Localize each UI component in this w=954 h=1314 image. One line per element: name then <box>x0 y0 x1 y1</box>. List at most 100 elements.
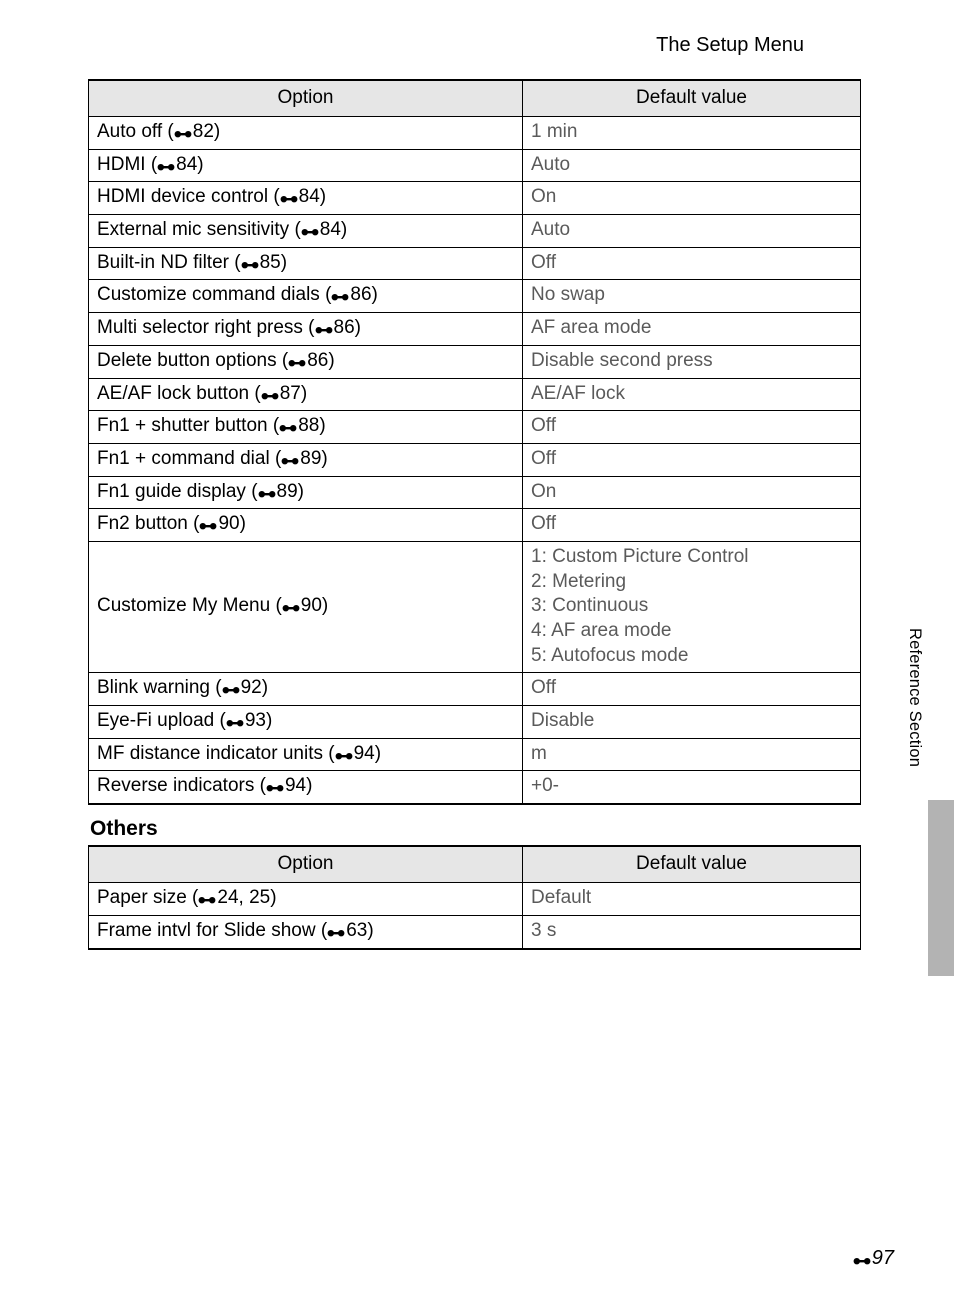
reference-icon <box>157 163 175 172</box>
option-cell: Fn1 guide display (89) <box>89 476 523 509</box>
table-row: Reverse indicators (94)+0- <box>89 771 861 804</box>
table-row: External mic sensitivity ( 84) Auto <box>89 215 861 248</box>
default-value-cell: Auto <box>523 215 861 248</box>
reference-icon <box>315 326 333 335</box>
default-value-cell: Default <box>523 883 861 916</box>
default-value-cell: Off <box>523 673 861 706</box>
default-value-cell: 1: Custom Picture Control 2: Metering 3:… <box>523 541 861 672</box>
col-header-option: Option <box>89 80 523 117</box>
option-cell: Delete button options (86) <box>89 345 523 378</box>
default-value-cell: Off <box>523 411 861 444</box>
option-label: Frame intvl for Slide show ( <box>97 920 327 941</box>
default-value-cell: Auto <box>523 149 861 182</box>
option-cell: MF distance indicator units ( 94) <box>89 738 523 771</box>
option-cell: Blink warning ( 92) <box>89 673 523 706</box>
table-row: Auto off ( 82) 1 min <box>89 117 861 150</box>
option-cell: Reverse indicators (94) <box>89 771 523 804</box>
table-row: Delete button options (86)Disable second… <box>89 345 861 378</box>
option-ref: 92) <box>241 677 268 698</box>
option-ref: 85) <box>260 252 287 273</box>
side-label-reference-section: Reference Section <box>902 628 924 808</box>
table-row: MF distance indicator units ( 94) m <box>89 738 861 771</box>
option-ref: 89) <box>277 481 304 502</box>
option-ref: 94) <box>354 743 381 764</box>
default-value-cell: m <box>523 738 861 771</box>
option-ref: 93) <box>245 710 272 731</box>
reference-icon <box>226 719 244 728</box>
others-defaults-table: Option Default value Paper size (24, 25)… <box>88 845 861 949</box>
side-thumb-tab <box>928 800 954 976</box>
reference-icon <box>279 424 297 433</box>
table-row: Multi selector right press (86)AF area m… <box>89 313 861 346</box>
option-label: Built-in ND filter ( <box>97 252 241 273</box>
table-row: Blink warning ( 92) Off <box>89 673 861 706</box>
reference-icon <box>198 896 216 905</box>
option-ref: 84) <box>320 219 347 240</box>
option-label: Reverse indicators ( <box>97 775 266 796</box>
col-header-value: Default value <box>523 80 861 117</box>
col-header-option: Option <box>89 846 523 883</box>
page-title: The Setup Menu <box>88 34 810 57</box>
option-label: MF distance indicator units ( <box>97 743 335 764</box>
reference-icon <box>258 490 276 499</box>
table-row: Customize command dials (86)No swap <box>89 280 861 313</box>
option-label: Auto off ( <box>97 121 174 142</box>
option-label: Fn1 + command dial ( <box>97 448 281 469</box>
reference-icon <box>261 392 279 401</box>
option-cell: External mic sensitivity ( 84) <box>89 215 523 248</box>
default-value-cell: On <box>523 182 861 215</box>
setup-defaults-table: Option Default value Auto off (82)1 minH… <box>88 79 861 805</box>
reference-icon <box>281 457 299 466</box>
reference-icon <box>199 522 217 531</box>
option-cell: Fn1 + command dial ( 89) <box>89 443 523 476</box>
table-row: Customize My Menu (90)1: Custom Picture … <box>89 541 861 672</box>
default-value-cell: Disable <box>523 706 861 739</box>
table-row: Fn1 + command dial (89)Off <box>89 443 861 476</box>
table-row: Fn2 button (90)Off <box>89 509 861 542</box>
option-ref: 90) <box>218 513 245 534</box>
reference-icon <box>853 1257 871 1266</box>
reference-icon <box>335 752 353 761</box>
reference-icon <box>301 228 319 237</box>
reference-icon <box>288 359 306 368</box>
option-cell: HDMI ( 84) <box>89 149 523 182</box>
option-label: Fn1 + shutter button ( <box>97 415 279 436</box>
table-row: Built-in ND filter ( 85) Off <box>89 247 861 280</box>
table-row: Fn1 guide display (89)On <box>89 476 861 509</box>
option-cell: Auto off ( 82) <box>89 117 523 150</box>
section-others-heading: Others <box>90 817 810 841</box>
option-label: External mic sensitivity ( <box>97 219 301 240</box>
option-label: Multi selector right press ( <box>97 317 315 338</box>
page-number: 97 <box>853 1247 894 1270</box>
option-ref: 89) <box>300 448 327 469</box>
default-value-cell: AF area mode <box>523 313 861 346</box>
option-label: Blink warning ( <box>97 677 222 698</box>
option-ref: 88) <box>298 415 325 436</box>
option-label: Customize My Menu ( <box>97 595 282 616</box>
option-cell: Frame intvl for Slide show (63) <box>89 915 523 948</box>
table-row: Eye-Fi upload (93)Disable <box>89 706 861 739</box>
table-row: HDMI ( 84) Auto <box>89 149 861 182</box>
option-cell: Eye-Fi upload (93) <box>89 706 523 739</box>
reference-icon <box>222 686 240 695</box>
option-ref: 86) <box>307 350 334 371</box>
default-value-cell: Disable second press <box>523 345 861 378</box>
option-ref: 84) <box>176 154 203 175</box>
default-value-cell: 1 min <box>523 117 861 150</box>
option-label: HDMI ( <box>97 154 157 175</box>
reference-icon <box>266 784 284 793</box>
table-row: Frame intvl for Slide show (63)3 s <box>89 915 861 948</box>
option-ref: 24, 25) <box>217 887 276 908</box>
option-ref: 86) <box>350 284 377 305</box>
default-value-cell: +0- <box>523 771 861 804</box>
option-cell: Customize command dials (86) <box>89 280 523 313</box>
option-cell: Fn1 + shutter button ( 88) <box>89 411 523 444</box>
default-value-cell: Off <box>523 247 861 280</box>
default-value-cell: 3 s <box>523 915 861 948</box>
default-value-cell: No swap <box>523 280 861 313</box>
option-label: HDMI device control ( <box>97 186 280 207</box>
option-ref: 82) <box>193 121 220 142</box>
option-label: AE/AF lock button ( <box>97 383 261 404</box>
option-label: Fn2 button ( <box>97 513 199 534</box>
reference-icon <box>241 261 259 270</box>
